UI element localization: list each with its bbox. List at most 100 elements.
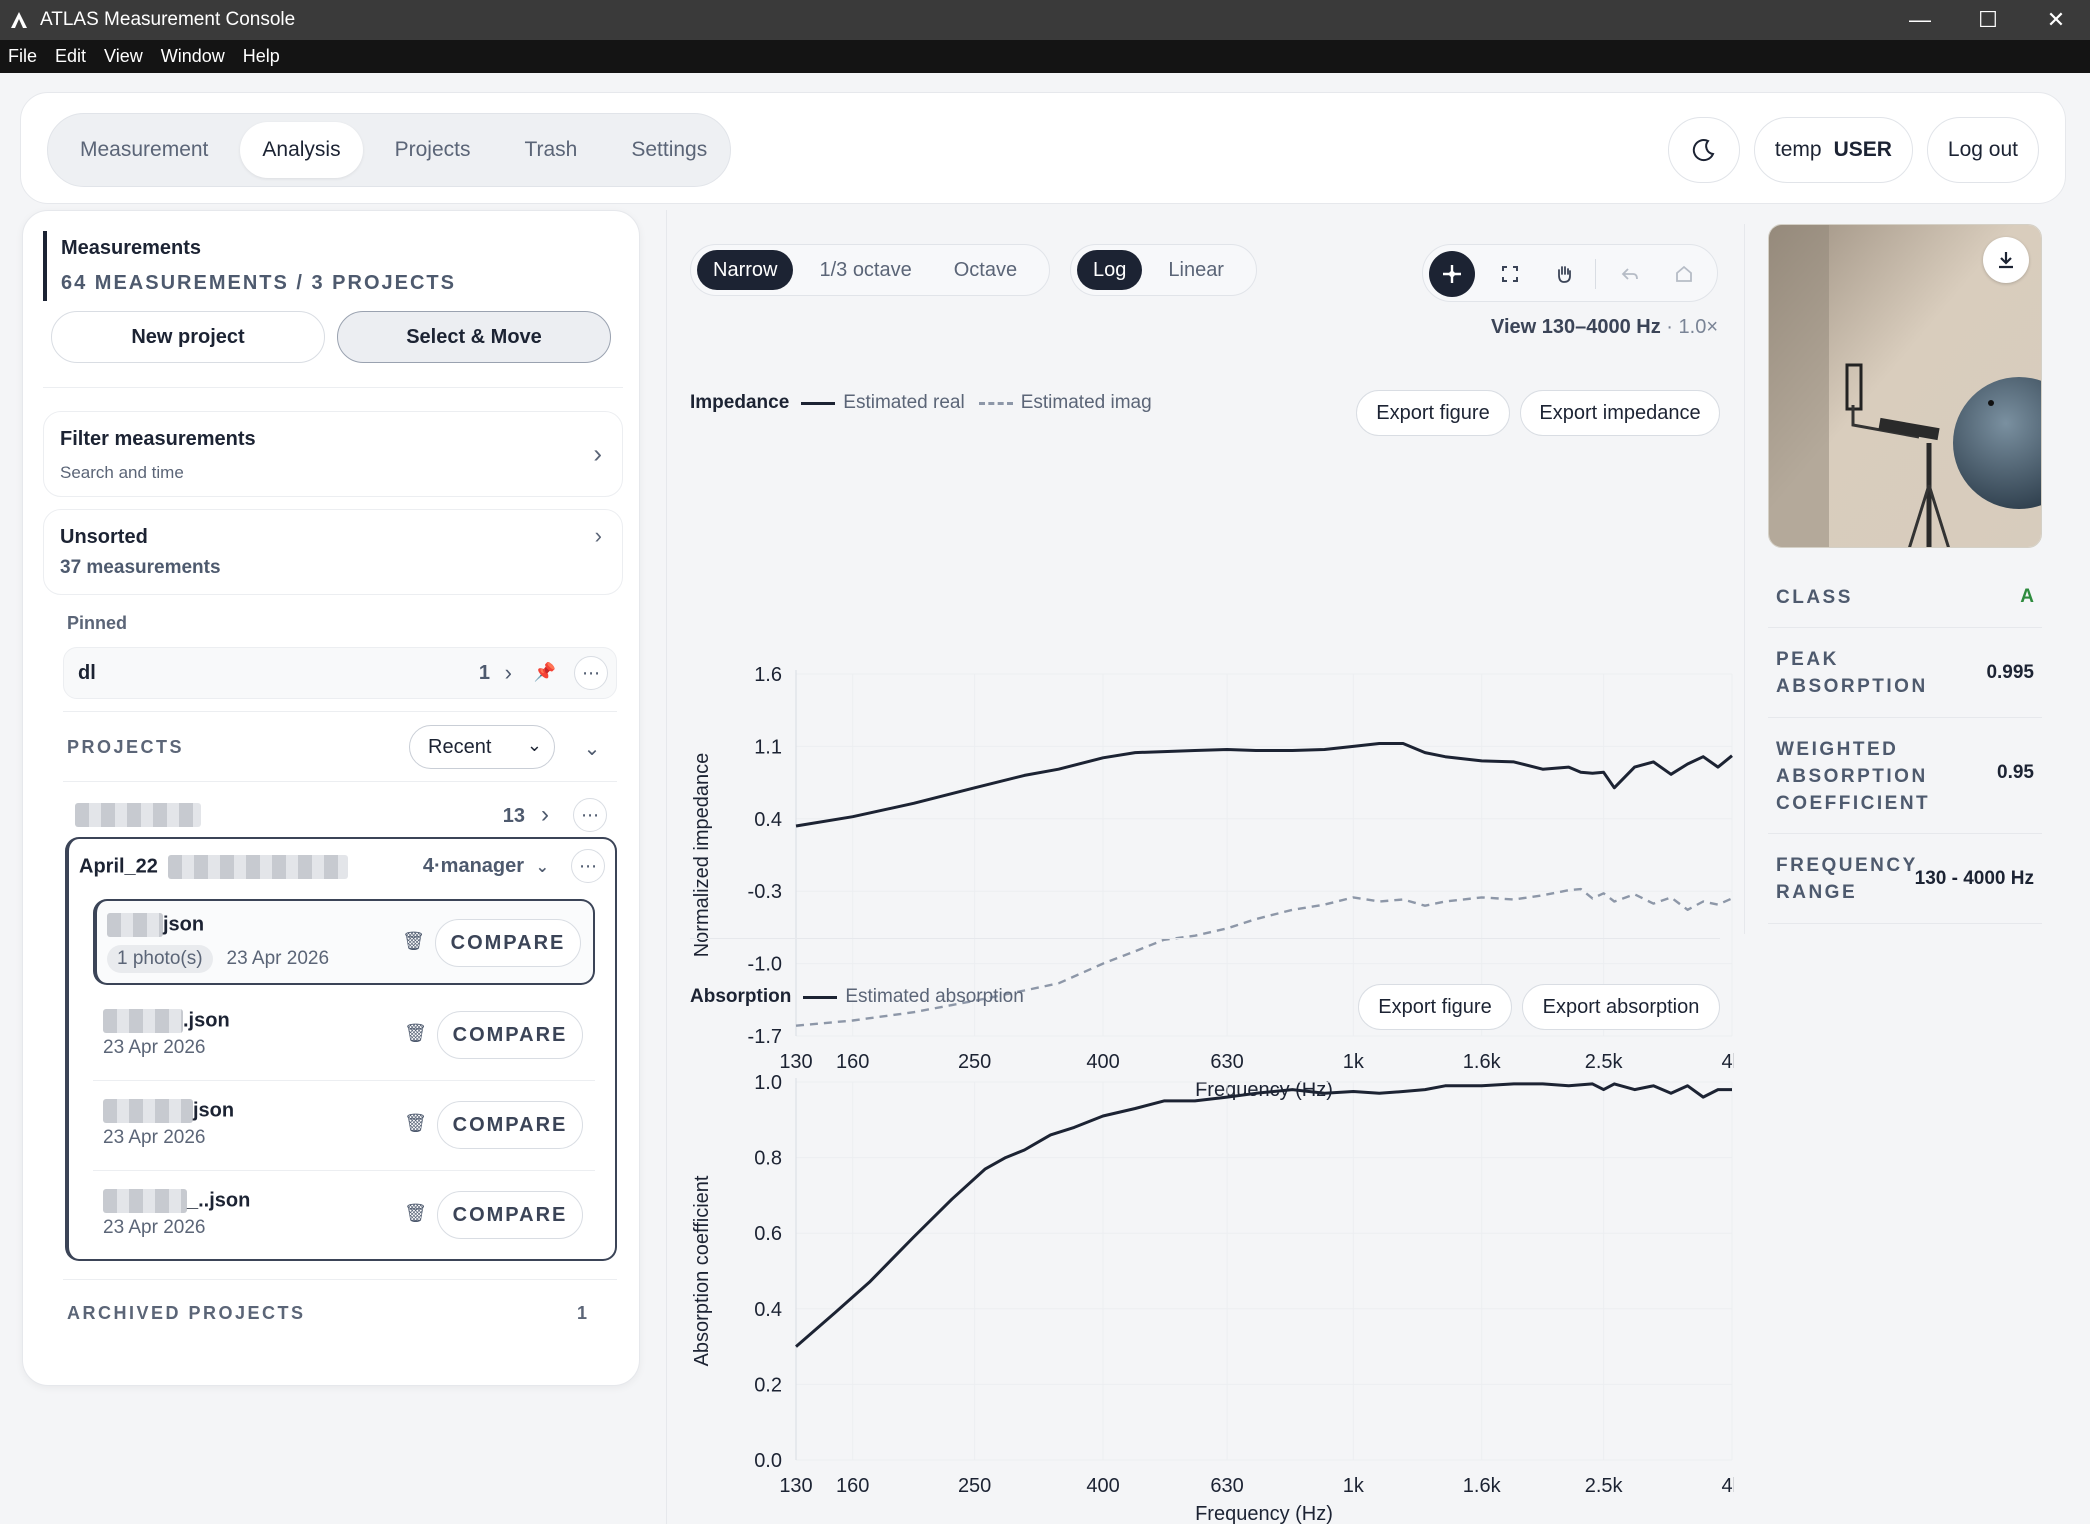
x-tick-label: 4k <box>1721 1051 1734 1073</box>
new-project-button[interactable]: New project <box>51 311 325 363</box>
projects-label: PROJECTS <box>67 737 185 757</box>
band-narrow[interactable]: Narrow <box>697 250 794 290</box>
x-tick-label: 160 <box>836 1475 869 1497</box>
view-range-text: View 130–4000 Hz <box>1490 316 1661 338</box>
trash-icon[interactable]: 🗑 <box>404 1023 427 1043</box>
x-tick-label: 160 <box>836 1051 869 1073</box>
sort-select[interactable]: Recent ⌄ <box>409 725 555 769</box>
unsorted-title: Unsorted <box>60 526 148 548</box>
stat-peak-absorption-key: PEAK ABSORPTION <box>1776 649 1928 697</box>
axis-scale-toggle: Log Linear <box>1070 244 1257 296</box>
redacted-file-name <box>107 913 163 937</box>
divider <box>666 210 667 1524</box>
band-third-octave[interactable]: 1/3 octave <box>819 258 912 281</box>
tab-settings[interactable]: Settings <box>631 138 708 161</box>
theme-toggle-button[interactable] <box>1667 117 1740 183</box>
measurement-item[interactable]: _..json 23 Apr 2026 🗑 COMPARE <box>93 1173 595 1257</box>
filter-subtitle: Search and time <box>60 463 184 482</box>
series-line-estimated-imag <box>795 887 1733 1027</box>
menu-file[interactable]: File <box>8 46 38 66</box>
absorption-chart[interactable]: 130 160 250 400 630 1k 1.6k 2.5k 4k 1.0 0.8 0.6 0.4 0… <box>690 1040 1734 1524</box>
app-logo-icon <box>8 9 30 31</box>
logout-button[interactable]: Log out <box>1926 117 2039 183</box>
x-tick-label: 630 <box>1210 1475 1243 1497</box>
pin-icon[interactable]: 📌 <box>533 662 556 682</box>
x-tick-label: 2.5k <box>1585 1051 1624 1073</box>
export-absorption-figure-button[interactable]: Export figure <box>1358 984 1512 1030</box>
divider <box>1744 224 1745 934</box>
x-tick-label: 1k <box>1343 1475 1365 1497</box>
app-header: Measurement Analysis Projects Trash Sett… <box>20 92 2066 204</box>
download-icon[interactable] <box>1983 237 2029 283</box>
stat-class-key: CLASS <box>1776 587 1853 608</box>
divider <box>63 711 617 712</box>
minimize-button[interactable]: — <box>1909 7 1931 32</box>
compare-button[interactable]: COMPARE <box>435 919 581 967</box>
more-options-button[interactable]: ⋯ <box>571 849 605 883</box>
filter-measurements-row[interactable]: Filter measurements Search and time › <box>43 411 623 497</box>
tab-projects[interactable]: Projects <box>394 138 471 161</box>
compare-button[interactable]: COMPARE <box>437 1191 583 1239</box>
measurement-photo[interactable] <box>1768 224 2042 548</box>
user-badge[interactable]: temp USER <box>1753 117 1913 183</box>
measurement-file-name: json <box>107 913 204 937</box>
x-tick-label: 4k <box>1721 1475 1734 1497</box>
export-impedance-button[interactable]: Export impedance <box>1520 390 1720 436</box>
undo-icon[interactable] <box>1607 251 1653 297</box>
compare-button[interactable]: COMPARE <box>437 1101 583 1149</box>
menu-help[interactable]: Help <box>242 46 280 66</box>
unsorted-row[interactable]: Unsorted 37 measurements › <box>43 509 623 595</box>
y-tick-label: 1.0 <box>754 1072 782 1094</box>
y-tick-label: -0.3 <box>748 881 782 903</box>
y-tick-label: 0.0 <box>754 1450 782 1472</box>
chevron-right-icon: › <box>593 438 602 469</box>
measurement-item[interactable]: .json 23 Apr 2026 🗑 COMPARE <box>93 993 595 1081</box>
select-move-button[interactable]: Select & Move <box>337 311 611 363</box>
nav-tabs: Measurement Analysis Projects Trash Sett… <box>47 113 731 187</box>
trash-icon[interactable]: 🗑 <box>404 1203 427 1223</box>
export-impedance-figure-button[interactable]: Export figure <box>1356 390 1510 436</box>
trash-icon[interactable]: 🗑 <box>404 1113 427 1133</box>
project-name[interactable]: April_22 <box>79 855 348 879</box>
photo-count-badge: 1 photo(s) <box>107 945 213 973</box>
pinned-project-name: dl <box>78 662 96 684</box>
compare-button[interactable]: COMPARE <box>437 1011 583 1059</box>
scale-linear[interactable]: Linear <box>1168 258 1224 281</box>
trash-icon[interactable]: 🗑 <box>402 931 425 951</box>
maximize-button[interactable]: ☐ <box>1978 7 1998 32</box>
stat-weighted-absorption: WEIGHTED ABSORPTION COEFFICIENT 0.95 <box>1768 718 2042 834</box>
close-button[interactable]: ✕ <box>2046 7 2066 32</box>
project-owner[interactable]: 4·manager ⌄ <box>422 855 549 877</box>
x-tick-label: 1.6k <box>1463 1051 1502 1073</box>
home-icon[interactable] <box>1661 251 1707 297</box>
archived-projects-label[interactable]: ARCHIVED PROJECTS <box>67 1303 306 1323</box>
band-octave[interactable]: Octave <box>953 258 1018 281</box>
tab-measurement[interactable]: Measurement <box>80 138 209 161</box>
stat-frequency-range: FREQUENCY RANGE 130 - 4000 Hz <box>1768 834 2042 924</box>
archived-projects-count: 1 <box>577 1303 588 1323</box>
user-name: temp <box>1774 138 1822 161</box>
y-axis-label: Normalized impedance <box>691 753 713 958</box>
tab-trash[interactable]: Trash <box>524 138 578 161</box>
tab-analysis[interactable]: Analysis <box>240 122 363 178</box>
crosshair-icon[interactable] <box>1429 251 1475 297</box>
impedance-chart[interactable]: 130 160 250 400 630 1k 1.6k 2.5k 4k 1.6 1.1 0.4 -0.3… <box>690 446 1734 1116</box>
menu-edit[interactable]: Edit <box>55 46 87 66</box>
menu-window[interactable]: Window <box>160 46 225 66</box>
more-options-button[interactable]: ⋯ <box>573 798 607 832</box>
measurement-item[interactable]: json 23 Apr 2026 🗑 COMPARE <box>93 1083 595 1171</box>
collapse-projects-button[interactable]: ⌄ <box>575 731 609 765</box>
fit-icon[interactable] <box>1487 251 1533 297</box>
menu-view[interactable]: View <box>104 46 143 66</box>
title-bar: ATLAS Measurement Console — ☐ ✕ <box>0 0 2090 40</box>
project-row[interactable]: 13 › ⋯ <box>63 793 617 837</box>
stat-frequency-range-key: FREQUENCY RANGE <box>1776 855 1918 903</box>
pinned-project-row[interactable]: dl 1 › 📌 ⋯ <box>63 647 617 699</box>
measurements-sidebar: Measurements 64 MEASUREMENTS / 3 PROJECT… <box>22 210 640 1386</box>
export-absorption-button[interactable]: Export absorption <box>1522 984 1720 1030</box>
more-options-button[interactable]: ⋯ <box>574 656 608 690</box>
pan-icon[interactable] <box>1541 251 1587 297</box>
measurement-item-active[interactable]: json 1 photo(s) 23 Apr 2026 🗑 COMPARE <box>93 899 595 985</box>
chevron-down-icon: ⌄ <box>526 735 542 755</box>
scale-log[interactable]: Log <box>1077 250 1143 290</box>
